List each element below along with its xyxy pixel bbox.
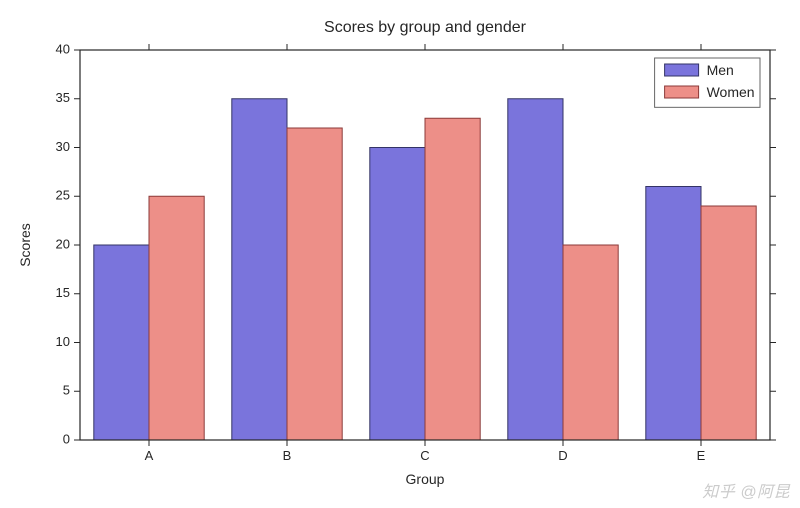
bar (508, 99, 563, 440)
x-tick-label: C (420, 448, 429, 463)
bar (370, 148, 425, 441)
y-tick-label: 5 (63, 383, 70, 398)
legend-swatch (665, 86, 699, 98)
legend: Men Women (655, 58, 760, 107)
y-tick-label: 30 (56, 139, 70, 154)
x-tick-label: B (283, 448, 292, 463)
y-tick-label: 10 (56, 334, 70, 349)
bar (94, 245, 149, 440)
legend-swatch (665, 64, 699, 76)
bar (701, 206, 756, 440)
x-axis-label: Group (406, 471, 445, 487)
y-tick-label: 0 (63, 431, 70, 446)
bar (425, 118, 480, 440)
bar (646, 187, 701, 441)
y-tick-label: 15 (56, 285, 70, 300)
chart-title: Scores by group and gender (324, 19, 527, 36)
bar (149, 196, 204, 440)
chart-container: 0 5 10 15 20 25 30 35 40 A B C D E Scores by group and… (0, 0, 800, 508)
x-tick-label: A (145, 448, 154, 463)
bar (232, 99, 287, 440)
y-tick-label: 25 (56, 188, 70, 203)
bar (287, 128, 342, 440)
legend-label: Women (707, 84, 755, 100)
y-axis-label: Scores (17, 223, 33, 267)
y-tick-label: 20 (56, 236, 70, 251)
x-tick-label: D (558, 448, 567, 463)
legend-label: Men (707, 62, 734, 78)
bar (563, 245, 618, 440)
bar-chart: 0 5 10 15 20 25 30 35 40 A B C D E Scores by group and… (0, 0, 800, 508)
x-tick-label: E (697, 448, 706, 463)
y-tick-label: 40 (56, 41, 70, 56)
y-tick-label: 35 (56, 90, 70, 105)
